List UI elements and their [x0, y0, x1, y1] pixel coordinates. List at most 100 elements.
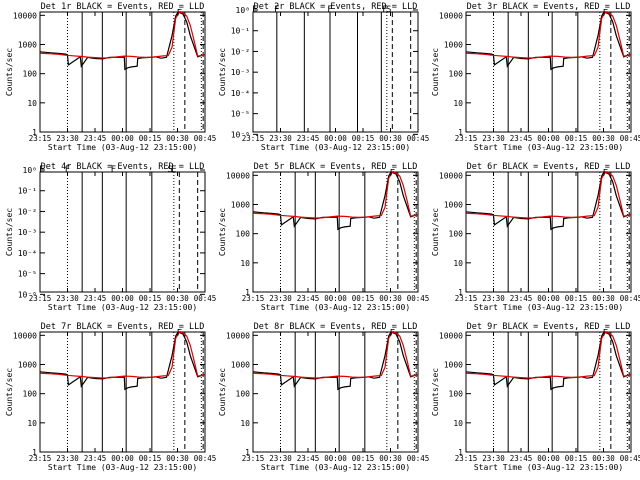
detector-panel-9: Det 9r BLACK = Events, RED = LLD 1 10 100 10…	[431, 322, 640, 472]
x-tick-label: 00:45	[620, 454, 640, 463]
x-tick-label: 23:45	[84, 454, 107, 463]
plot-frame	[39, 11, 206, 133]
x-tick-label: 23:30	[56, 134, 79, 143]
y-axis-label: Counts/sec	[5, 48, 14, 96]
series-line-events	[252, 171, 419, 231]
y-tick-label: 10⁻¹	[231, 27, 250, 36]
x-tick-label: 23:45	[84, 134, 107, 143]
event-marker: F	[603, 8, 608, 18]
x-tick-label: 00:00	[537, 294, 560, 303]
y-tick-label: 1000	[444, 200, 463, 209]
x-tick-label: 00:30	[592, 294, 615, 303]
y-tick-label: 1000	[231, 200, 250, 209]
x-tick-label: 00:30	[166, 454, 189, 463]
y-tick-label: 10⁰	[236, 6, 250, 15]
x-tick-label: 00:00	[111, 134, 134, 143]
x-tick-label: 00:15	[139, 134, 162, 143]
series-line-lld	[252, 331, 419, 379]
event-marker: E	[39, 165, 44, 175]
y-tick-label: 100	[449, 390, 464, 399]
plot-frame	[39, 331, 206, 453]
y-axis-label: Counts/sec	[431, 48, 440, 96]
y-tick-label: 10	[453, 259, 463, 268]
y-tick-label: 1	[458, 448, 463, 457]
y-tick-label: 100	[449, 230, 464, 239]
y-tick-label: 10⁻⁴	[231, 89, 250, 98]
y-axis-label: Counts/sec	[218, 48, 227, 96]
y-tick-label: 10⁻³	[231, 68, 250, 77]
plot-frame	[465, 11, 632, 133]
x-tick-label: 23:15	[242, 454, 265, 463]
x-tick-label: 00:45	[194, 454, 217, 463]
x-axis-label: Start Time (03-Aug-12 23:15:00)	[48, 463, 197, 472]
x-tick-label: 23:45	[297, 294, 320, 303]
panel-title: Det 7r BLACK = Events, RED = LLD	[41, 322, 205, 332]
plot-frame	[465, 331, 632, 453]
y-tick-label: 10000	[439, 331, 463, 340]
y-axis-label: Counts/sec	[218, 368, 227, 416]
event-marker: F	[177, 8, 182, 18]
event-marker: F	[603, 328, 608, 338]
x-tick-label: 23:45	[510, 454, 533, 463]
series-line-lld	[252, 171, 419, 219]
x-tick-label: 00:45	[407, 134, 430, 143]
x-axis-label: Start Time (03-Aug-12 23:15:00)	[48, 303, 197, 312]
y-axis-label: Counts/sec	[431, 208, 440, 256]
y-tick-label: 10⁻²	[231, 47, 250, 56]
y-tick-label: 10000	[439, 171, 463, 180]
x-tick-label: 00:00	[111, 294, 134, 303]
y-tick-label: 100	[449, 70, 464, 79]
y-axis-label: Counts/sec	[5, 368, 14, 416]
series-line-events	[465, 331, 632, 391]
x-tick-label: 23:15	[455, 134, 478, 143]
x-tick-label: 00:15	[352, 294, 375, 303]
y-tick-label: 10⁻²	[18, 207, 37, 216]
event-marker: F	[65, 165, 70, 175]
panel-title: Det 4r BLACK = Events, RED = LLD	[41, 162, 205, 172]
y-tick-label: 10000	[226, 331, 250, 340]
y-axis-label: Counts/sec	[218, 208, 227, 256]
event-marker: F	[177, 328, 182, 338]
x-axis-label: Start Time (03-Aug-12 23:15:00)	[261, 143, 410, 152]
plot-frame	[465, 171, 632, 293]
event-marker: F	[111, 165, 116, 175]
plot-frame	[252, 331, 419, 453]
x-tick-label: 23:45	[510, 294, 533, 303]
y-tick-label: 10⁻¹	[18, 187, 37, 196]
y-tick-label: 1	[458, 128, 463, 137]
y-tick-label: 100	[23, 70, 38, 79]
x-tick-label: 23:15	[242, 294, 265, 303]
x-tick-label: 23:30	[482, 454, 505, 463]
panel-title: Det 6r BLACK = Events, RED = LLD	[467, 162, 631, 172]
series-line-lld	[465, 171, 632, 219]
x-axis-label: Start Time (03-Aug-12 23:15:00)	[474, 143, 623, 152]
y-axis-label: Counts/sec	[431, 368, 440, 416]
x-tick-label: 00:45	[407, 294, 430, 303]
series-line-events	[465, 11, 632, 71]
x-tick-label: 00:45	[194, 294, 217, 303]
event-marker: F	[603, 168, 608, 178]
event-marker: S	[167, 165, 172, 175]
detector-panel-1: Det 1r BLACK = Events, RED = LLD 1 10 100 10…	[5, 2, 216, 152]
x-tick-label: 00:45	[407, 454, 430, 463]
x-tick-label: 23:30	[269, 454, 292, 463]
event-marker: F	[327, 5, 332, 15]
x-tick-label: 23:15	[242, 134, 265, 143]
y-tick-label: 100	[236, 390, 251, 399]
x-tick-label: 00:45	[194, 134, 217, 143]
y-tick-label: 100	[23, 390, 38, 399]
x-tick-label: 00:45	[620, 294, 640, 303]
y-tick-label: 1000	[231, 360, 250, 369]
series-line-events	[39, 11, 206, 71]
panel-title: Det 8r BLACK = Events, RED = LLD	[254, 322, 418, 332]
x-tick-label: 23:30	[269, 294, 292, 303]
series-line-lld	[39, 11, 206, 59]
x-tick-label: 23:15	[29, 134, 52, 143]
panel-title: Det 3r BLACK = Events, RED = LLD	[467, 2, 631, 12]
y-tick-label: 1000	[444, 40, 463, 49]
x-tick-label: 00:00	[111, 454, 134, 463]
plot-frame	[252, 171, 419, 293]
panel-title: Det 5r BLACK = Events, RED = LLD	[254, 162, 418, 172]
y-tick-label: 10⁰	[23, 166, 37, 175]
x-tick-label: 23:15	[455, 294, 478, 303]
